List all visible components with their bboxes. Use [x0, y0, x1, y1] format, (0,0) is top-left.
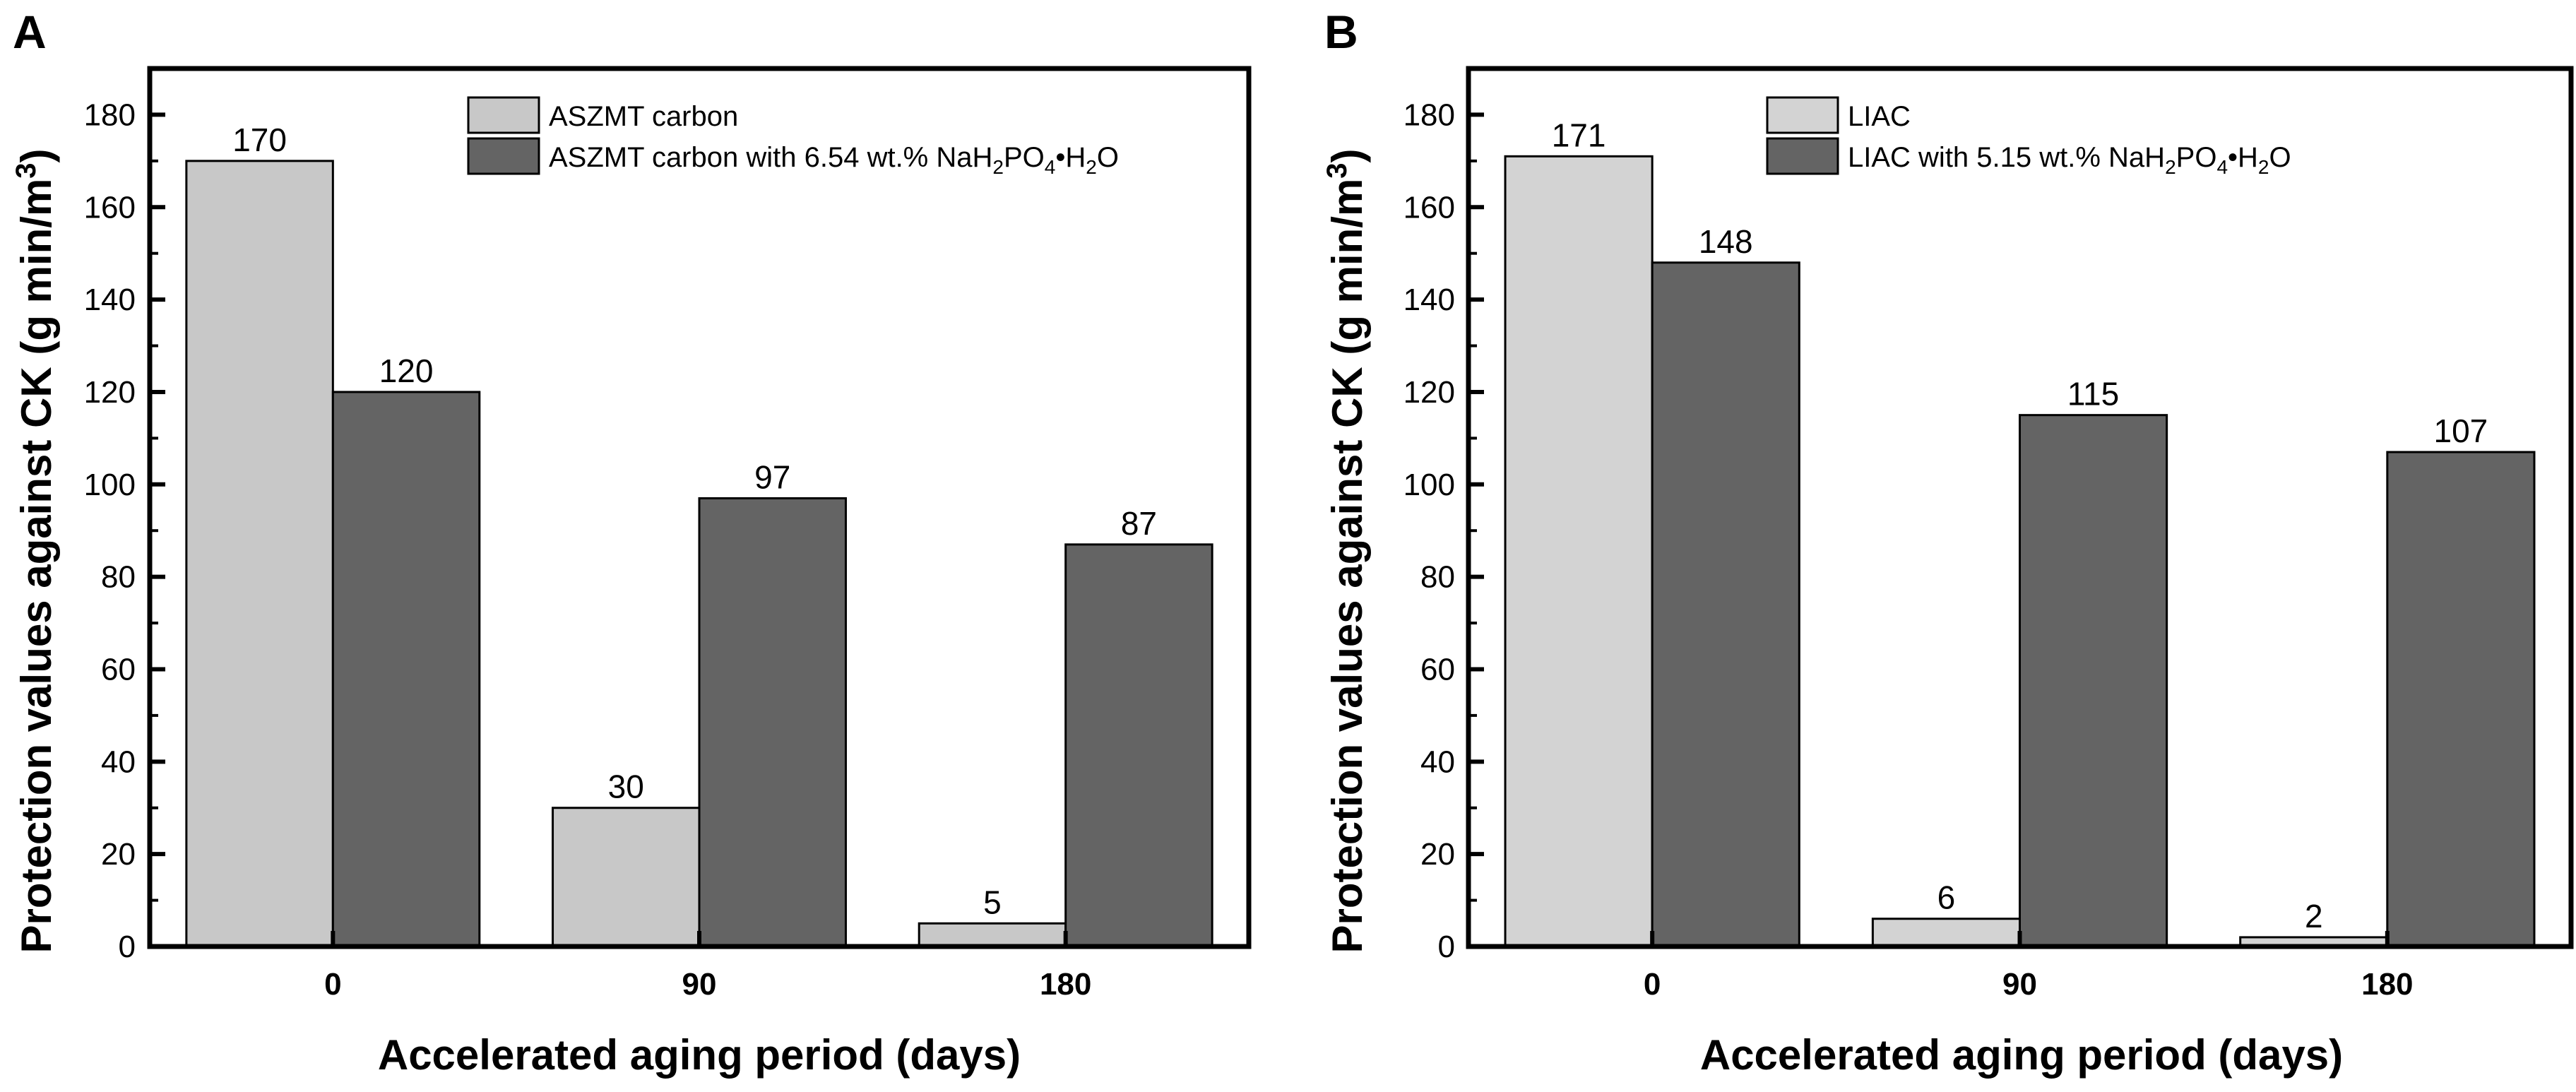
panel-b-legend-swatch-2	[1766, 137, 1839, 175]
panel-a-ylabel: Protection values against CK (g min/m3)	[11, 148, 60, 953]
panel-a-ytick-label-0: 0	[119, 930, 136, 964]
panel-b-ytick-label-20: 20	[1420, 837, 1455, 872]
panel-a-xlabel: Accelerated aging period (days)	[378, 1031, 1021, 1079]
panel-b-legend-label-1: LIAC	[1848, 101, 1911, 132]
panel-a-ytick-label-140: 140	[84, 283, 136, 317]
panel-b-legend-label-2: LIAC with 5.15 wt.% NaH2PO4•H2O	[1848, 142, 2291, 178]
panel-b-data-label-s2-90: 115	[2067, 376, 2119, 413]
panel-a-bar-s1-0	[185, 160, 334, 948]
panel-a-plot: 170 30 5 120 97 87 0 20 40 60 80 100 120 140 160 180 0 90…	[84, 66, 1252, 1002]
panel-a-legend-label-2: ASZMT carbon with 6.54 wt.% NaH2PO4•H2O	[549, 142, 1119, 178]
panel-a-data-label-s2-180: 87	[1121, 505, 1157, 542]
panel-a-data-label-s1-90: 30	[608, 768, 644, 805]
panel-a-bar-s2-0	[331, 391, 481, 948]
panel-a-ytick-label-120: 120	[84, 375, 136, 410]
panel-a-ytick-label-20: 20	[101, 837, 136, 872]
panel-a-data-label-s2-90: 97	[754, 458, 790, 495]
panel-b-ytick-label-60: 60	[1420, 652, 1455, 687]
panel-b-xtick-label-0: 0	[1644, 967, 1661, 1002]
panel-a-legend-label-1: ASZMT carbon	[549, 101, 738, 132]
panel-a-xtick-label-90: 90	[682, 967, 717, 1002]
panel-a-ytick-label-60: 60	[101, 652, 136, 687]
panel-a-ytick-label-80: 80	[101, 560, 136, 595]
panel-a-data-label-s1-0: 170	[232, 121, 287, 158]
panel-b-ytick-label-120: 120	[1403, 375, 1455, 410]
panel-a-ytick-label-100: 100	[84, 468, 136, 502]
panel-b-xlabel: Accelerated aging period (days)	[1700, 1031, 2343, 1079]
panel-a-xtick-label-180: 180	[1040, 967, 1091, 1002]
panel-b-xtick-label-90: 90	[2002, 967, 2037, 1002]
panel-b-data-label-s1-90: 6	[1937, 879, 1956, 916]
panel-b-data-label-s1-180: 2	[2305, 898, 2323, 934]
panel-b-data-label-s2-180: 107	[2434, 413, 2488, 449]
panel-b-ylabel: Protection values against CK (g min/m3)	[1322, 148, 1371, 953]
panel-b-data-label-s1-0: 171	[1552, 117, 1606, 153]
panel-a-legend-swatch-1	[467, 96, 540, 134]
panel-b-ytick-label-160: 160	[1403, 190, 1455, 225]
panel-b-bar-s2-180	[2386, 451, 2536, 948]
panel-b-ytick-label-140: 140	[1403, 283, 1455, 317]
panel-a-letter: A	[13, 6, 47, 58]
panel-b-ytick-label-40: 40	[1420, 744, 1455, 779]
panel-b-letter: B	[1324, 6, 1358, 58]
panel-b-bar-s1-90	[1871, 918, 2022, 948]
panel-b-data-label-s2-0: 148	[1699, 223, 1753, 260]
panel-a-bar-s1-180	[918, 922, 1067, 948]
panel-b-bar-s2-0	[1651, 261, 1800, 948]
panel-b-ytick-label-180: 180	[1403, 97, 1455, 132]
panel-a-ytick-label-160: 160	[84, 190, 136, 225]
panel-a-data-label-s1-180: 5	[983, 884, 1002, 920]
panel-b-ytick-label-100: 100	[1403, 468, 1455, 502]
panel-b-xtick-label-180: 180	[2361, 967, 2413, 1002]
panel-b-bar-s2-90	[2019, 414, 2168, 948]
panel-a-ytick-label-180: 180	[84, 97, 136, 132]
panel-b-legend-swatch-1	[1766, 96, 1839, 134]
panel-a-xtick-label-0: 0	[324, 967, 341, 1002]
panel-a-bar-s2-180	[1064, 543, 1213, 948]
panel-a-bar-s1-90	[552, 807, 701, 948]
panel-b-legend: LIAC LIAC with 5.15 wt.% NaH2PO4•H2O	[1766, 96, 2291, 178]
panel-a-ytick-label-40: 40	[101, 744, 136, 779]
panel-a-legend: ASZMT carbon ASZMT carbon with 6.54 wt.%…	[467, 96, 1119, 178]
panel-a-legend-swatch-2	[467, 137, 540, 175]
panel-a-bar-s2-90	[698, 497, 847, 948]
panel-b-bar-s1-0	[1504, 155, 1654, 948]
panel-b-plot: 171 6 2 148 115 107 0 20 40 60 80 100 120 140 160 180 0 9…	[1403, 66, 2574, 1002]
panel-a-data-label-s2-0: 120	[379, 352, 434, 389]
panel-b-ytick-label-80: 80	[1420, 560, 1455, 595]
panel-b-ytick-label-0: 0	[1438, 930, 1455, 964]
